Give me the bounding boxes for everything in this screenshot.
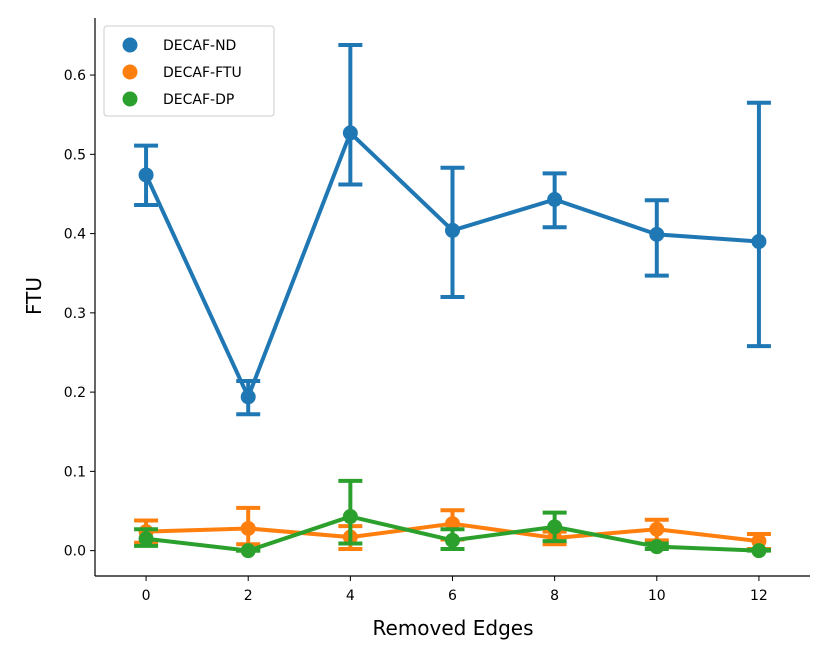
legend-label: DECAF-ND [163,38,236,54]
legend-marker [122,64,138,80]
data-point [649,226,665,242]
data-point [751,234,767,250]
y-tick-label: 0.3 [64,306,86,322]
data-point [649,521,665,537]
data-point [240,389,256,405]
data-point [445,222,460,238]
legend-label: DECAF-FTU [163,65,242,81]
data-point [751,543,767,559]
series-decaf-nd [134,42,771,417]
data-point [240,520,256,536]
x-tick-label: 10 [648,588,666,604]
y-tick-label: 0.5 [64,147,86,163]
y-tick-label: 0.4 [64,227,86,243]
data-point [445,532,460,548]
data-point [649,539,665,555]
data-point [138,531,154,547]
data-point [240,543,256,559]
data-point [342,125,358,141]
y-tick-label: 0.6 [64,68,86,84]
x-tick-label: 4 [346,588,355,604]
series-layer [134,42,771,559]
data-point [547,519,563,535]
legend-box [103,25,275,117]
x-axis-title: Removed Edges [373,616,534,640]
x-tick-label: 0 [142,588,151,604]
legend-marker [122,37,138,53]
legend-marker [122,91,138,107]
y-tick-label: 0.1 [64,464,86,480]
y-tick-label: 0.2 [64,385,86,401]
data-point [342,509,358,525]
y-axis-title: FTU [22,277,46,315]
x-tick-label: 12 [750,588,768,604]
y-tick-label: 0.0 [64,544,86,560]
legend: DECAF-ND DECAF-FTU DECAF-DP [103,25,275,117]
x-tick-label: 2 [244,588,253,604]
axes: 0.0 0.1 0.2 0.3 0.4 0.5 0.6 0 2 4 6 8 10 12 [64,18,810,604]
legend-label: DECAF-DP [163,92,234,108]
series-decaf-dp [134,478,771,559]
data-point [547,192,563,208]
x-tick-label: 8 [550,588,559,604]
data-point [138,167,154,183]
x-tick-label: 6 [448,588,457,604]
